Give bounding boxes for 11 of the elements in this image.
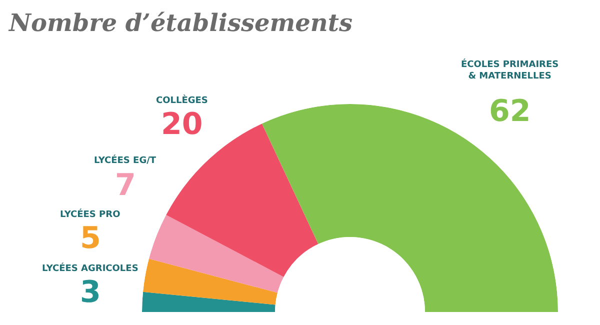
chart-title: Nombre d’établissements <box>8 8 353 38</box>
slice-label: LYCÉES AGRICOLES <box>42 262 138 274</box>
slice-label: COLLÈGES <box>156 94 208 106</box>
data-label: 5 <box>80 221 101 256</box>
slice-label: LYCÉES EG/T <box>94 154 157 166</box>
slice-label: LYCÉES PRO <box>60 208 121 220</box>
data-label: 20 <box>161 107 203 142</box>
slice-label: ÉCOLES PRIMAIRES & MATERNELLES <box>461 58 559 82</box>
data-label: 3 <box>80 275 101 310</box>
data-label: 62 <box>489 94 531 129</box>
data-label: 7 <box>115 168 136 203</box>
